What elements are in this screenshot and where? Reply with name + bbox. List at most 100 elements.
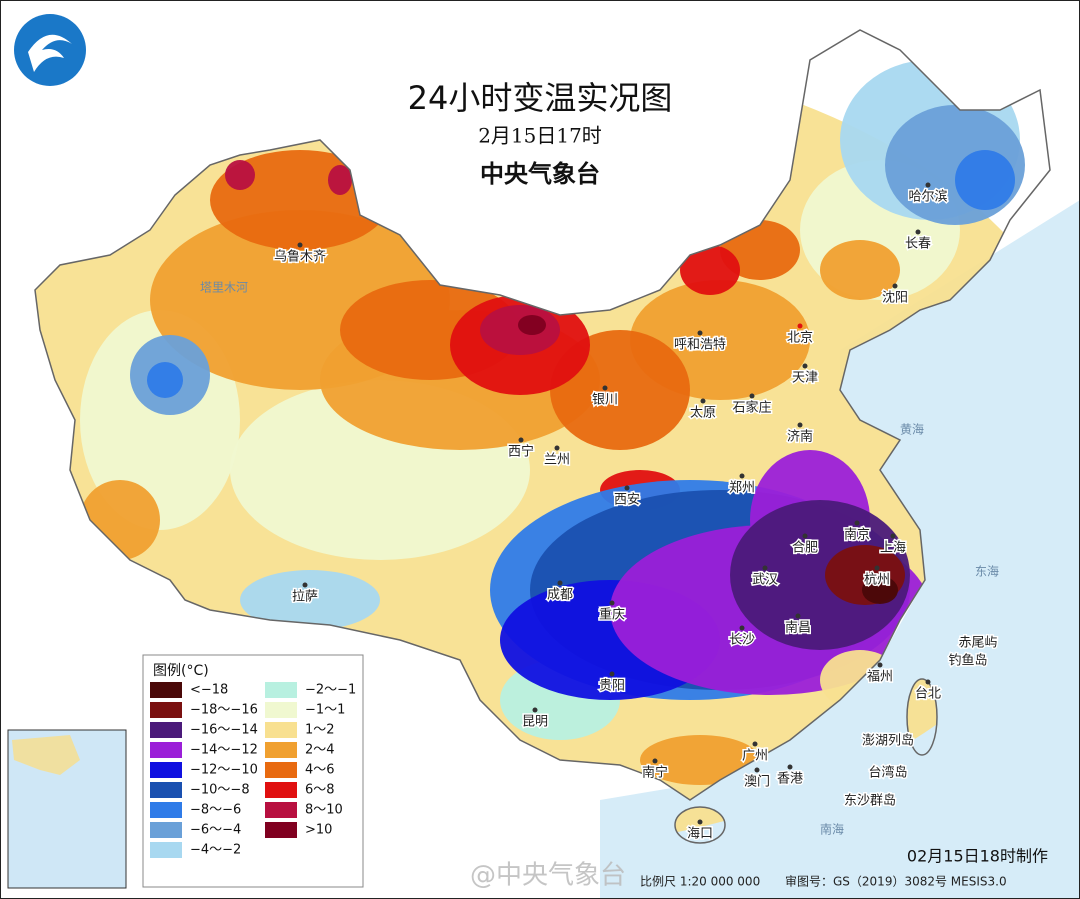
city-dot: [652, 758, 658, 764]
legend-label: 1～2: [305, 723, 335, 738]
legend-label: −18～−16: [190, 703, 258, 718]
city-dot: [802, 363, 808, 369]
city-dot: [787, 764, 793, 770]
temperature-zone: [862, 576, 898, 604]
city-dot: [518, 437, 524, 443]
legend-swatch: [265, 682, 297, 698]
city-label: 香港: [777, 772, 803, 787]
city-label: 南京: [844, 527, 870, 543]
sea: [600, 200, 1080, 899]
city-dot: [697, 819, 703, 825]
temperature-zone: [240, 570, 380, 630]
logo-mark: [28, 34, 72, 72]
city-label: 长春: [905, 237, 931, 252]
legend-swatch: [265, 742, 297, 758]
city-dot: [797, 422, 803, 428]
city-dot: [739, 473, 745, 479]
city-label: 天津: [792, 371, 818, 386]
legend-swatch: [265, 722, 297, 738]
city-label: 济南: [787, 429, 813, 445]
temperature-zone: [640, 735, 760, 785]
city-dot: [697, 330, 703, 336]
legend-swatch: [265, 702, 297, 718]
legend-swatch: [265, 822, 297, 838]
city-dot: [752, 741, 758, 747]
legend-label: <−18: [190, 683, 228, 698]
city-dot: [797, 323, 803, 329]
legend-label: 6～8: [305, 783, 335, 798]
city-dot: [892, 283, 898, 289]
city-label: 东沙群岛: [844, 793, 896, 809]
temperature-zone: [820, 240, 900, 300]
city-dot: [609, 671, 615, 677]
legend-label: 2～4: [305, 743, 335, 758]
city-label: 成都: [547, 588, 573, 603]
city-dot: [554, 445, 560, 451]
city-label: 西安: [614, 493, 640, 508]
temperature-zone: [518, 315, 546, 335]
legend-label: −4～−2: [190, 843, 241, 858]
city-label: 银川: [592, 393, 618, 408]
legend-label: >10: [305, 823, 332, 838]
city-label: 重庆: [599, 607, 625, 623]
city-dot: [739, 625, 745, 631]
temperature-zone: [328, 165, 352, 195]
city-label: 澎湖列岛: [862, 733, 914, 749]
city-label: 合肥: [792, 541, 818, 556]
city-label: 南昌: [785, 620, 811, 636]
city-dot: [749, 393, 755, 399]
temperature-zone: [147, 362, 183, 398]
city-label: 海口: [687, 827, 713, 842]
city-dot: [700, 398, 706, 404]
city-label: 澳门: [744, 774, 770, 790]
city-dot: [297, 242, 303, 248]
city-dot: [532, 707, 538, 713]
legend-label: 4～6: [305, 763, 335, 778]
legend-label: −2～−1: [305, 683, 356, 698]
city-label: 西宁: [508, 444, 534, 460]
city-label: 上海: [880, 541, 906, 556]
city-label: 广州: [742, 749, 768, 764]
city-label: 北京: [787, 331, 813, 346]
legend-swatch: [265, 782, 297, 798]
city-label: 杭州: [864, 573, 890, 588]
legend-label: −14～−12: [190, 743, 258, 758]
legend-label: −6～−4: [190, 823, 241, 838]
geo-label: 塔里木河: [200, 281, 248, 295]
legend-swatch: [150, 802, 182, 818]
city-label: 长沙: [729, 633, 755, 648]
temperature-zone: [730, 500, 910, 650]
city-label: 太原: [690, 406, 716, 421]
geo-label: 东海: [975, 564, 999, 579]
city-label: 南宁: [642, 765, 668, 781]
city-dot: [302, 582, 308, 588]
legend-label: −12～−10: [190, 763, 258, 778]
city-label: 兰州: [544, 453, 570, 468]
city-dot: [762, 565, 768, 571]
legend-label: −16～−14: [190, 723, 258, 738]
city-label: 郑州: [729, 481, 755, 496]
temperature-zone: [680, 245, 740, 295]
city-label: 昆明: [522, 715, 548, 730]
city-label: 赤尾屿: [958, 636, 997, 651]
city-dot: [925, 679, 931, 685]
city-label: 钓鱼岛: [948, 653, 987, 669]
legend-swatch: [265, 802, 297, 818]
legend-swatch: [150, 822, 182, 838]
city-dot: [874, 565, 880, 571]
city-dot: [624, 485, 630, 491]
legend-swatch: [150, 742, 182, 758]
city-label: 呼和浩特: [674, 338, 726, 353]
legend-label: −10～−8: [190, 783, 250, 798]
city-dot: [754, 767, 760, 773]
city-label: 石家庄: [732, 400, 771, 416]
legend-swatch: [265, 762, 297, 778]
legend-title: 图例(°C): [153, 663, 209, 679]
legend-swatch: [150, 842, 182, 858]
city-label: 武汉: [752, 573, 778, 588]
temperature-zone: [225, 160, 255, 190]
legend-swatch: [150, 762, 182, 778]
legend-swatch: [150, 722, 182, 738]
city-dot: [609, 600, 615, 606]
